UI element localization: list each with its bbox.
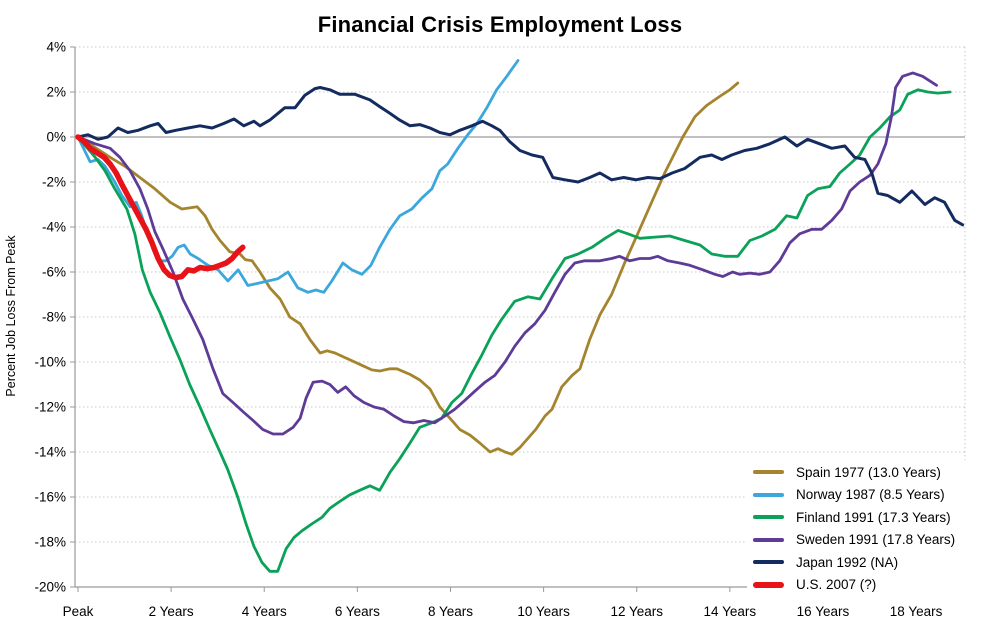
legend-swatch-norway [753, 492, 784, 497]
y-tick-label: -4% [42, 220, 66, 235]
x-tick-label: 16 Years [797, 604, 850, 619]
legend-label-spain: Spain 1977 (13.0 Years) [796, 464, 941, 480]
y-tick-label: 4% [46, 40, 66, 55]
legend-label-sweden: Sweden 1991 (17.8 Years) [796, 532, 956, 548]
legend-item-japan: Japan 1992 (NA) [747, 552, 993, 572]
legend-item-sweden: Sweden 1991 (17.8 Years) [747, 530, 993, 550]
legend-swatch-finland [753, 515, 784, 520]
x-tick-label: 18 Years [890, 604, 943, 619]
legend-label-finland: Finland 1991 (17.3 Years) [796, 509, 951, 525]
x-tick-label: 14 Years [704, 604, 757, 619]
legend: Spain 1977 (13.0 Years) Norway 1987 (8.5 … [747, 460, 993, 597]
series-line-us [75, 134, 246, 281]
legend-label-norway: Norway 1987 (8.5 Years) [796, 487, 945, 503]
y-tick-label: -12% [34, 400, 66, 415]
legend-item-spain: Spain 1977 (13.0 Years) [747, 462, 993, 482]
y-tick-label: -18% [34, 535, 66, 550]
y-tick-label: 0% [46, 130, 66, 145]
x-tick-label: 2 Years [149, 604, 194, 619]
chart-title: Financial Crisis Employment Loss [317, 12, 683, 37]
y-tick-label: -20% [34, 580, 66, 595]
legend-label-japan: Japan 1992 (NA) [796, 554, 899, 570]
series-line-finland [76, 88, 952, 573]
x-tick-label: Peak [63, 604, 94, 619]
legend-item-norway: Norway 1987 (8.5 Years) [747, 485, 993, 505]
series-line-sweden [76, 71, 938, 436]
y-tick-label: -2% [42, 175, 66, 190]
legend-swatch-us [753, 581, 784, 588]
y-tick-label: -14% [34, 445, 66, 460]
x-tick-label: 8 Years [428, 604, 473, 619]
legend-swatch-spain [753, 470, 784, 474]
x-tick-label: 6 Years [335, 604, 380, 619]
series-line-norway [76, 59, 520, 294]
legend-item-finland: Finland 1991 (17.3 Years) [747, 507, 993, 527]
y-tick-label: -16% [34, 490, 66, 505]
x-tick-label: 10 Years [517, 604, 570, 619]
legend-swatch-japan [753, 560, 784, 565]
x-tick-label: 4 Years [242, 604, 287, 619]
legend-label-us: U.S. 2007 (?) [796, 577, 877, 593]
y-tick-label: 2% [46, 85, 66, 100]
series-line-spain [76, 81, 740, 456]
legend-swatch-sweden [753, 537, 784, 542]
x-tick-label: 12 Years [610, 604, 663, 619]
series-line-japan [76, 86, 965, 227]
y-tick-label: -8% [42, 310, 66, 325]
y-tick-label: -6% [42, 265, 66, 280]
legend-item-us: U.S. 2007 (?) [747, 575, 993, 595]
y-tick-label: -10% [34, 355, 66, 370]
